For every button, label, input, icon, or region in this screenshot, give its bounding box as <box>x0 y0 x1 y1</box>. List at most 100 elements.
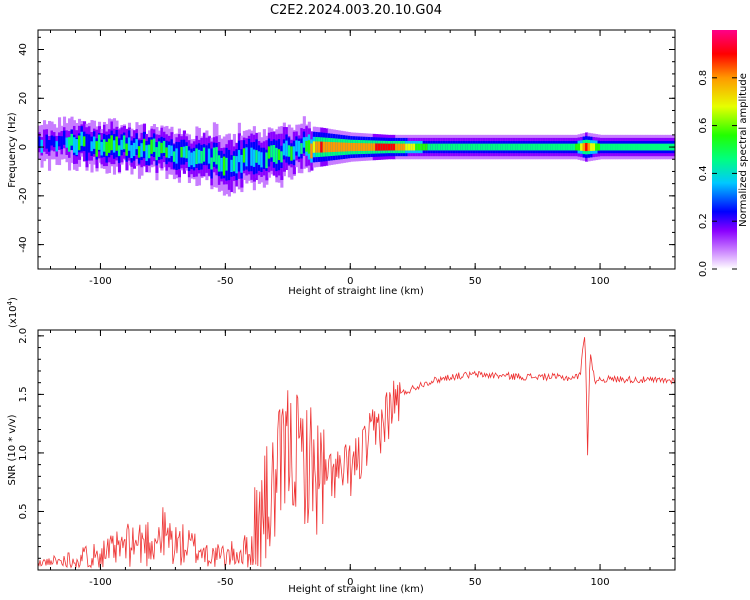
heatmap-cell <box>307 140 311 154</box>
heatmap-cell <box>495 143 499 151</box>
heatmap-cell <box>647 143 651 151</box>
heatmap-cell <box>412 143 416 151</box>
heatmap-cell <box>547 143 551 151</box>
heatmap-cell <box>152 138 157 152</box>
heatmap-cell <box>235 156 239 174</box>
heatmap-cell <box>80 131 84 146</box>
heatmap-cell <box>567 143 571 151</box>
heatmap-cell <box>582 143 586 151</box>
spectrogram-panel: -100 -50 0 50 100 -40 -20 0 20 40 Height of strai… <box>7 29 676 297</box>
heatmap-cell <box>562 143 566 151</box>
heatmap-cell <box>272 145 276 163</box>
heatmap-cell <box>195 148 199 165</box>
heatmap-cell <box>170 145 174 156</box>
heatmap-cell <box>197 149 201 164</box>
heatmap-cell <box>347 142 351 152</box>
heatmap-cell <box>467 143 471 151</box>
heatmap-cell <box>525 143 529 151</box>
snr-multiplier: (x104) <box>6 297 19 328</box>
y-tick-label: 0.5 <box>18 504 29 520</box>
heatmap-cell <box>492 143 496 151</box>
heatmap-cell <box>150 139 154 154</box>
heatmap-cell <box>362 143 366 151</box>
heatmap-cell <box>232 155 236 172</box>
heatmap-cell <box>327 141 331 153</box>
heatmap-cell <box>510 143 514 151</box>
heatmap-cell <box>367 143 371 151</box>
spectrogram-frame <box>37 29 676 270</box>
heatmap-cell <box>605 143 609 151</box>
heatmap-cell <box>417 143 421 151</box>
heatmap-cell <box>575 143 579 151</box>
heatmap-cell <box>442 143 446 151</box>
y-tick-label: 1.5 <box>18 386 29 402</box>
heatmap-cell <box>282 143 286 156</box>
heatmap-cell <box>290 146 294 161</box>
heatmap-cell <box>380 143 384 151</box>
heatmap-cell <box>372 143 376 151</box>
heatmap-cell <box>137 146 142 158</box>
heatmap-cell <box>480 143 484 151</box>
heatmap-cell <box>70 133 74 146</box>
heatmap-cell <box>625 143 629 151</box>
heatmap-cell <box>260 152 264 168</box>
heatmap-cell <box>577 143 581 151</box>
heatmap-cell <box>465 143 469 151</box>
heatmap-cell <box>92 136 97 149</box>
heatmap-cell <box>245 147 249 167</box>
x-tick-label: -100 <box>89 276 112 287</box>
heatmap-cell <box>335 142 339 152</box>
colorbar-tick-label: 0.0 <box>698 261 709 277</box>
snr-series-line <box>38 337 675 569</box>
heatmap-cell <box>392 143 396 151</box>
x-tick-label: 50 <box>469 276 482 287</box>
heatmap-cell <box>630 143 634 151</box>
heatmap-cell <box>247 145 251 165</box>
heatmap-cell <box>447 143 451 151</box>
heatmap-cell <box>215 147 219 165</box>
x-tick-label: 0 <box>347 276 353 287</box>
heatmap-cell <box>237 150 241 163</box>
heatmap-cell <box>77 135 82 151</box>
colorbar-tick-label: 0.4 <box>698 165 709 181</box>
heatmap-cell <box>292 146 296 160</box>
heatmap-cell <box>172 151 176 162</box>
heatmap-cell <box>410 143 414 151</box>
heatmap-cell <box>332 142 336 152</box>
heatmap-cell <box>157 141 162 157</box>
heatmap-cell <box>395 143 399 151</box>
heatmap-cell <box>435 143 439 151</box>
heatmap-cell <box>515 143 519 151</box>
heatmap-cell <box>222 156 226 176</box>
heatmap-cell <box>570 143 574 151</box>
heatmap-cell <box>240 154 244 173</box>
heatmap-cell <box>285 140 289 157</box>
spectrogram-xlabel: Height of straight line (km) <box>288 286 424 297</box>
heatmap-cell <box>52 136 57 148</box>
heatmap-cell <box>242 148 246 163</box>
heatmap-cell <box>180 147 184 158</box>
heatmap-cell <box>527 143 531 151</box>
snr-line-layer <box>38 337 675 569</box>
heatmap-cell <box>455 143 459 151</box>
heatmap-cell <box>345 142 349 152</box>
heatmap-cell <box>397 143 401 151</box>
heatmap-cell <box>202 147 206 162</box>
heatmap-cell <box>120 139 124 150</box>
colorbar-ticks: 0.0 0.2 0.4 0.6 0.8 <box>698 70 737 277</box>
y-tick-label: 40 <box>18 43 29 56</box>
heatmap-cell <box>305 140 309 152</box>
heatmap-cell <box>627 143 631 151</box>
heatmap-cell <box>472 143 476 151</box>
heatmap-cell <box>102 139 107 152</box>
snr-multiplier-close: ) <box>8 297 19 301</box>
heatmap-cell <box>185 145 189 159</box>
heatmap-cell <box>585 142 589 152</box>
heatmap-cell <box>187 150 191 167</box>
heatmap-cell <box>210 157 214 170</box>
heatmap-cell <box>340 142 344 152</box>
heatmap-cell <box>487 143 491 151</box>
heatmap-cell <box>112 140 117 153</box>
heatmap-cell <box>182 146 186 158</box>
heatmap-cell <box>200 150 204 164</box>
